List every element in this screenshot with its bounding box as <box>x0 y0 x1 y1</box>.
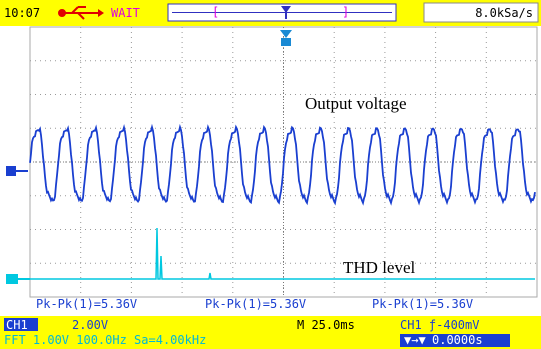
svg-text:]: ] <box>342 5 349 19</box>
trigger-position-bar: [ ] <box>168 4 396 21</box>
time: 10:07 <box>4 6 40 20</box>
channel-label: CH1 <box>6 318 28 332</box>
measurement: Pk-Pk(1)=5.36V <box>36 297 137 311</box>
oscilloscope-screen: 10:07 WAIT [ ] 8.0kSa/s Output voltage T… <box>0 0 541 349</box>
acquisition-mode: WAIT <box>111 6 140 20</box>
annotation: THD level <box>343 258 416 277</box>
timebase: M 25.0ms <box>297 318 355 332</box>
trigger-pos-icon: ▼→▼ <box>404 333 426 347</box>
channel-scale: 2.00V <box>72 318 108 332</box>
measurement: Pk-Pk(1)=5.36V <box>205 297 306 311</box>
annotation: Output voltage <box>305 94 407 113</box>
svg-text:[: [ <box>212 5 219 19</box>
trigger-level: CH1 ƒ-400mV <box>400 318 479 332</box>
trigger-marker <box>281 38 291 46</box>
fft-settings: FFT 1.00V 100.0Hz Sa=4.00kHz <box>4 333 206 347</box>
page: {"status_bar": {"time": "10:07", "mode":… <box>0 0 541 349</box>
trigger-position: 0.0000s <box>432 333 483 347</box>
measurement: Pk-Pk(1)=5.36V <box>372 297 473 311</box>
channel-marker <box>6 166 30 284</box>
sample-rate: 8.0kSa/s <box>475 6 533 20</box>
